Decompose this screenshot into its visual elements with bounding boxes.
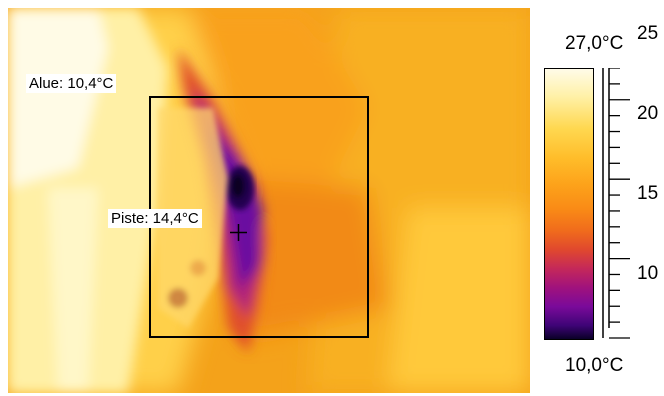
scale-tick-marks bbox=[609, 68, 630, 339]
spot-measurement-label: Piste: 14,4°C bbox=[108, 209, 202, 228]
crosshair-icon[interactable] bbox=[230, 224, 247, 241]
thermal-scene bbox=[8, 8, 530, 393]
area-measurement-label: Alue: 10,4°C bbox=[26, 74, 117, 93]
scale-min-label: 10,0°C bbox=[565, 355, 624, 376]
tick-label-20: 20 bbox=[637, 103, 659, 124]
scale-axis bbox=[602, 68, 630, 339]
tick-label-10: 10 bbox=[637, 263, 659, 284]
tick-label-15: 15 bbox=[637, 183, 659, 204]
thermal-image bbox=[8, 8, 530, 393]
temperature-color-bar bbox=[544, 68, 594, 340]
tick-label-25: 25 bbox=[637, 23, 659, 44]
scale-max-label: 27,0°C bbox=[565, 33, 624, 54]
